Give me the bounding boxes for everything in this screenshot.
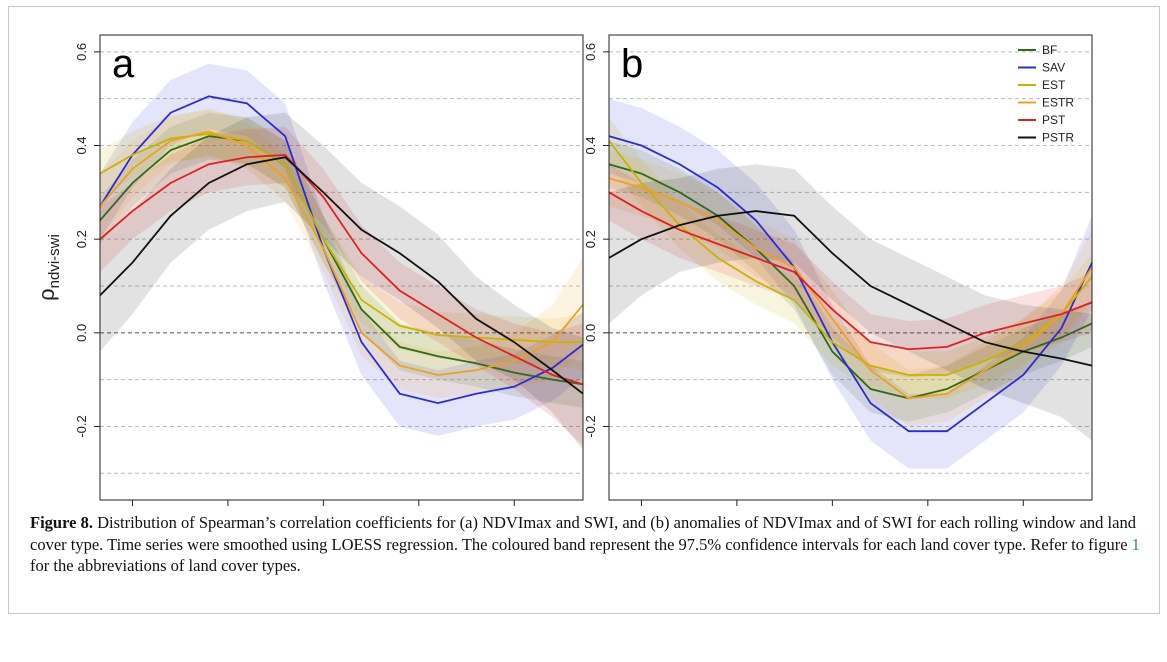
plot-frame <box>99 34 584 501</box>
caption-text: for the abbreviations of land cover type… <box>30 556 301 575</box>
y-tick-label: 0.4 <box>583 136 598 154</box>
panel: 19901995200020052010-0.20.00.20.40.6bYea… <box>583 34 1093 506</box>
series-line <box>99 135 584 386</box>
y-tick-label: 0.2 <box>74 230 89 248</box>
series-line <box>99 95 584 404</box>
series-line <box>99 130 584 376</box>
series-line <box>608 163 1093 400</box>
legend-label: ESTR <box>1042 96 1074 110</box>
caption-text: Distribution of Spearman’s correlation c… <box>30 513 1136 554</box>
series-line <box>99 156 584 395</box>
panel: 19901995200020052010-0.20.00.20.40.6aYea… <box>34 34 584 506</box>
y-tick-label: 0.6 <box>74 43 89 61</box>
caption-label: Figure 8. <box>30 513 93 532</box>
series-line <box>99 132 583 344</box>
legend-label: PST <box>1042 113 1066 127</box>
y-tick-label: 0.0 <box>583 324 598 342</box>
y-tick-label: 0.2 <box>583 230 598 248</box>
confidence-band <box>100 112 583 450</box>
caption: Figure 8. Distribution of Spearman’s cor… <box>30 512 1140 577</box>
legend-label: PSTR <box>1042 131 1074 145</box>
y-axis-symbol: ρ <box>34 288 59 301</box>
legend-label: SAV <box>1042 61 1065 75</box>
y-axis-label: ρndvi-swi <box>34 234 63 301</box>
figure-frame <box>8 6 1160 614</box>
series-line <box>608 140 1093 376</box>
y-tick-label: 0.6 <box>583 43 598 61</box>
plot-frame <box>608 34 1093 501</box>
series-line <box>608 191 1093 351</box>
caption-link[interactable]: 1 <box>1131 534 1140 554</box>
series-line <box>99 153 584 386</box>
confidence-band <box>609 150 1092 427</box>
y-axis-subscript: ndvi-swi <box>46 234 63 288</box>
series-line <box>608 135 1093 433</box>
confidence-band <box>609 140 1092 422</box>
panel-label: a <box>112 42 135 86</box>
y-tick-label: 0.0 <box>74 324 89 342</box>
y-tick-label: -0.2 <box>74 415 89 437</box>
y-tick-label: -0.2 <box>583 415 598 437</box>
legend-label: BF <box>1042 43 1057 57</box>
confidence-band <box>100 63 583 436</box>
legend-label: EST <box>1042 78 1066 92</box>
confidence-band <box>100 112 583 408</box>
panel-label: b <box>621 42 643 86</box>
confidence-band <box>609 164 1092 441</box>
confidence-band <box>609 164 1092 378</box>
y-tick-label: 0.4 <box>74 136 89 154</box>
series-line <box>608 210 1093 367</box>
figure: 19901995200020052010-0.20.00.20.40.6aYea… <box>34 34 1093 506</box>
